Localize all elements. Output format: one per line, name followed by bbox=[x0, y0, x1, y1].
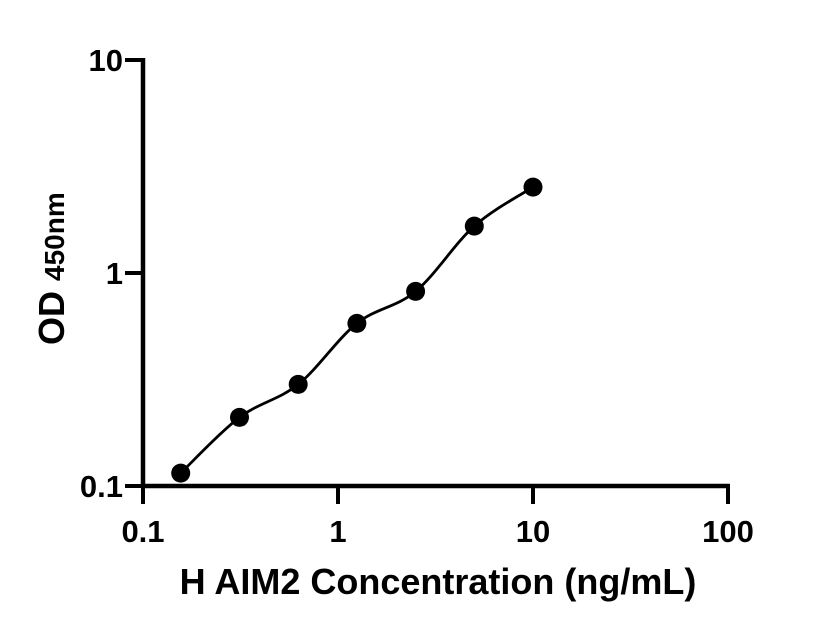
y-axis-title-main: OD bbox=[31, 291, 72, 345]
x-tick-label: 100 bbox=[702, 514, 754, 549]
y-tick-label: 1 bbox=[106, 256, 123, 291]
data-point bbox=[230, 407, 249, 427]
data-point bbox=[288, 374, 308, 394]
data-point bbox=[464, 216, 484, 236]
data-point bbox=[347, 313, 367, 333]
plot-layer: 0.1 1 10 0.1 1 10 100 bbox=[80, 43, 754, 549]
x-tick-label: 1 bbox=[329, 514, 346, 549]
data-point bbox=[523, 177, 543, 197]
data-point bbox=[171, 463, 191, 483]
y-axis-title-subscript: 450nm bbox=[39, 192, 70, 281]
y-tick-label: 0.1 bbox=[80, 469, 123, 504]
data-point bbox=[406, 281, 426, 301]
x-tick-label: 0.1 bbox=[121, 514, 164, 549]
y-axis-title: OD 450nm bbox=[31, 192, 72, 345]
x-axis-title: H AIM2 Concentration (ng/mL) bbox=[180, 561, 697, 602]
x-tick-label: 10 bbox=[516, 514, 550, 549]
y-tick-label: 10 bbox=[89, 43, 123, 78]
